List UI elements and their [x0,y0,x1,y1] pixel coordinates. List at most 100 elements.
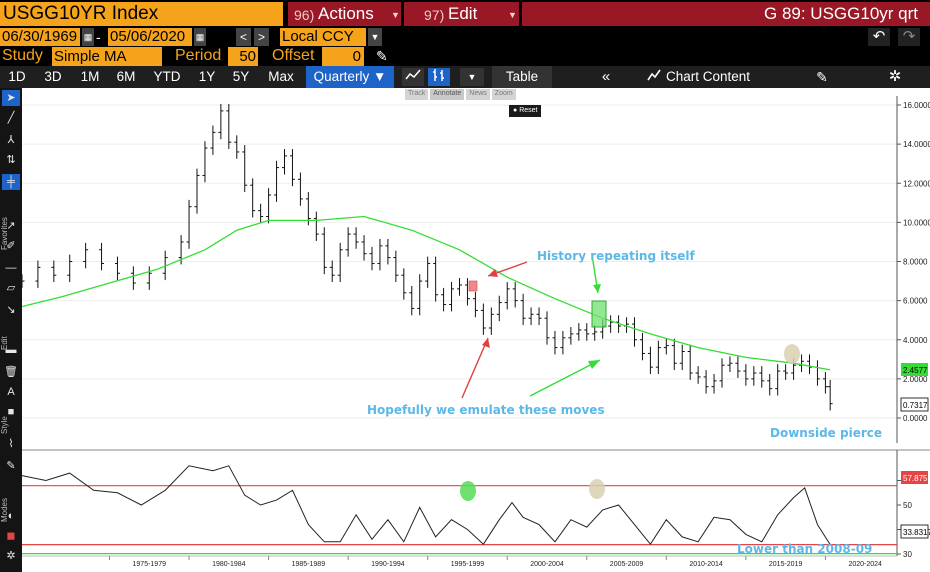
x-tick-label: 2010-2014 [689,561,723,568]
track-button[interactable]: Track [405,89,429,100]
calendar-icon[interactable]: ▦ [82,28,94,46]
actions-menu[interactable]: 96) Actions ▼ [288,2,401,26]
next-button[interactable]: > [254,28,269,46]
pencil-icon[interactable]: ✎ [376,48,388,64]
chart-content-button[interactable]: Chart Content [666,69,751,84]
reset-button[interactable]: ● Reset [509,105,542,117]
tab-3d[interactable]: 3D [44,69,62,84]
price-tick-label: 8.0000 [903,258,928,267]
highlight-2019-circle [784,344,800,364]
study-label: Study [2,47,43,64]
news-button[interactable]: News [466,89,490,100]
x-tick-label: 1985-1989 [292,561,326,568]
channel-tool-icon[interactable]: ▱ [6,282,16,294]
price-tick-label: 14.0000 [903,140,930,149]
table-button[interactable]: Table [492,66,552,88]
timeframe-toolbar: 1D 3D 1M 6M YTD 1Y 5Y Max Quarterly ▼ ▼ … [0,66,930,88]
rsi-highlight-2000-circle [460,481,476,501]
zoom-button[interactable]: Zoom [491,89,516,100]
chart-content-icon [646,68,662,86]
reset-label: Reset [519,107,538,114]
settings-gear-icon[interactable]: ✲ [888,68,902,85]
highlight-2007-box [591,300,607,328]
chevron-down-icon[interactable]: ▼ [368,28,382,46]
line-tool-icon[interactable]: ╱ [7,112,15,124]
text-tool-icon[interactable]: A [7,386,15,398]
arrow-tool-icon[interactable]: ↘ [6,304,16,316]
arrow-emulate-red [461,337,489,399]
price-gridlines [22,104,897,419]
rsi-high-box [901,471,928,484]
horizontal-line-icon[interactable]: — [5,262,17,274]
price-series [22,104,833,411]
price-axis: 16.0000 14.0000 12.0000 10.0000 8.0000 6.0000… [896,96,930,443]
currency-select[interactable]: Local CCY [280,28,366,46]
last-price-label: 0.7317 [903,401,928,410]
price-tick-label: 10.0000 [903,218,930,227]
ticker-field[interactable]: USGG10YR Index [0,2,283,26]
chart-type-dropdown-icon[interactable]: ▼ [460,68,484,86]
x-tick-label: 1995-1999 [451,561,485,568]
eraser-icon[interactable]: ▬ [5,344,17,356]
price-tick-label: 6.0000 [903,297,928,306]
measure-tool-icon[interactable]: ⇅ [6,154,16,166]
tab-6m[interactable]: 6M [116,69,136,84]
end-date-field[interactable]: 05/06/2020 [108,28,192,46]
calendar-icon[interactable]: ▦ [194,28,206,46]
price-tick-label: 2.0000 [903,375,928,384]
tab-1m[interactable]: 1M [80,69,100,84]
x-tick-label: 2000-2004 [530,561,564,568]
line-chart-icon[interactable] [402,68,424,86]
trash-icon[interactable]: 🗑 [4,366,18,378]
x-axis: 1975-1979 1980-1984 1985-1989 1990-1994 1995… [109,556,882,568]
rsi-high-label: 57.8755 [903,474,930,483]
arrowhead-emulate-red [482,338,490,348]
x-tick-label: 2015-2019 [769,561,803,568]
frequency-select[interactable]: Quarterly ▼ [306,66,394,88]
tab-ytd[interactable]: YTD [153,69,181,84]
bar-chart-icon[interactable] [428,68,450,86]
config-gear-icon[interactable]: ✲ [6,550,16,562]
zoom-tool-icon[interactable]: ✎ [6,460,16,472]
mode-icon[interactable]: ◐ [7,510,15,522]
trend-tool-icon[interactable]: ⅄ [7,134,15,146]
undo-icon[interactable]: ↶ [868,28,890,46]
rsi-low-label: 33.8317 [903,528,930,537]
brush-tool-icon[interactable]: ✐ [6,240,16,252]
chart-svg[interactable]: 16.0000 14.0000 12.0000 10.0000 8.0000 6.0000… [22,88,930,572]
scroll-icon[interactable]: ⌇ [8,438,14,450]
annotate-button[interactable]: Annotate [430,89,465,100]
pointer-icon[interactable]: ➤ [2,90,20,106]
x-tick-label: 2005-2009 [610,561,644,568]
rsi-tick-label: 50 [903,501,912,510]
title-bar: USGG10YR Index 96) Actions ▼ 97) Edit ▼ … [0,0,930,28]
edit-menu[interactable]: 97) Edit ▼ [404,2,519,26]
actions-number: 96) [294,7,315,23]
period-input[interactable]: 50 [228,47,258,66]
last-price-box [900,397,929,412]
collapse-panel-icon[interactable]: « [601,68,611,85]
edit-chart-icon[interactable]: ✎ [816,69,828,85]
palette-icon[interactable]: ◼ [6,530,16,542]
reset-icon: ● [513,107,520,114]
offset-input[interactable]: 0 [322,47,364,66]
shape-tool-icon[interactable]: ■ [7,406,15,418]
crosshair-tool-icon[interactable]: ╪ [2,174,20,190]
study-type-select[interactable]: Simple MA [52,47,162,66]
ma-value-box [901,363,928,376]
tab-5y[interactable]: 5Y [232,69,250,84]
x-tick-label: 1980-1984 [212,561,246,568]
period-label: Period [175,47,222,64]
price-tick-label: 0.0000 [903,414,928,423]
previous-button[interactable]: < [236,28,251,46]
rsi-axis: 60504030 [896,450,912,559]
start-date-field[interactable]: 06/30/1969 [0,28,80,46]
annotation-downside: Downside pierce [770,426,883,440]
redo-icon[interactable]: ↷ [898,28,920,46]
tab-1d[interactable]: 1D [8,69,26,84]
tab-1y[interactable]: 1Y [198,69,216,84]
x-tick-label: 1975-1979 [133,561,167,568]
rsi-low-box [900,524,929,539]
tab-max[interactable]: Max [268,69,294,84]
ray-tool-icon[interactable]: ↗ [6,220,16,232]
